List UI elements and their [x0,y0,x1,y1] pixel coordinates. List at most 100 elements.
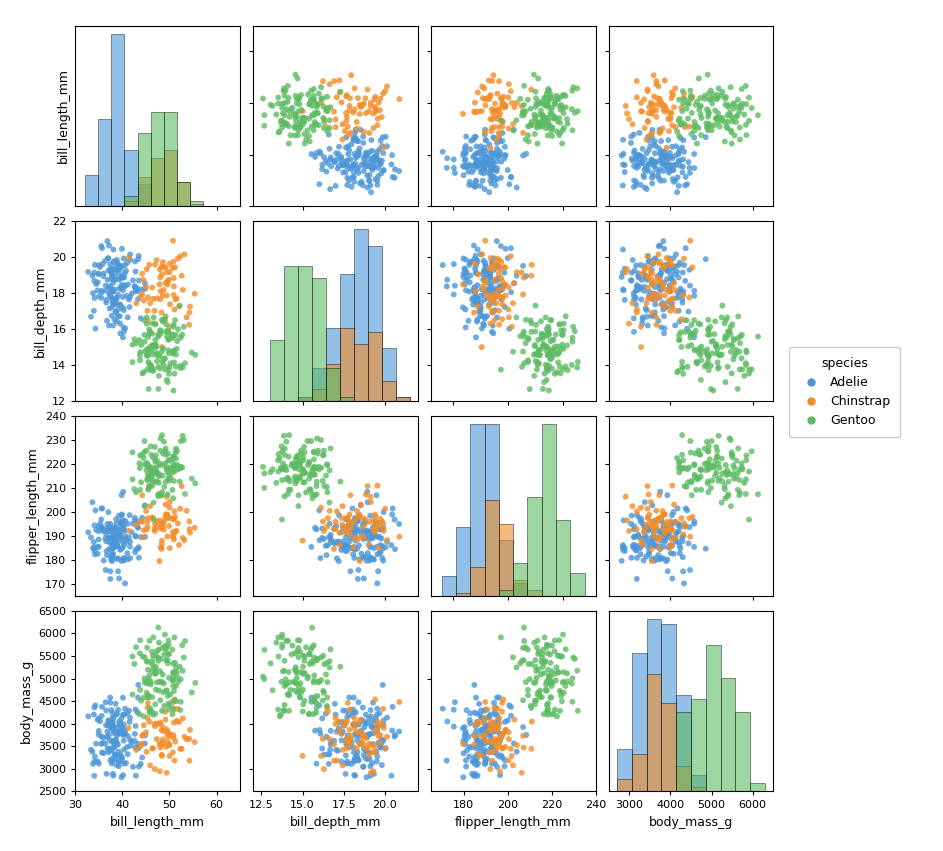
Point [668,149,683,163]
Point [323,182,338,196]
Point [316,748,331,762]
Point [96,266,111,280]
Point [735,83,750,96]
Point [636,266,651,280]
Point [144,665,159,678]
Point [372,737,388,751]
Point [534,330,549,344]
Point [465,293,480,306]
Point [138,530,153,544]
Point [112,528,127,541]
Point [701,460,716,474]
Point [653,530,668,544]
Point [376,714,391,728]
Point [114,751,129,764]
Point [148,463,163,477]
Point [540,361,555,374]
Point [645,499,660,512]
Point [463,142,478,156]
Point [332,526,347,540]
Point [109,528,124,542]
Point [634,293,649,306]
Point [121,729,136,743]
Point [626,128,641,141]
Point [659,528,674,542]
Point [544,345,559,358]
Point [339,89,354,103]
Point [699,464,714,477]
Point [292,120,307,134]
Point [677,520,692,534]
Point [366,106,381,120]
Point [477,157,492,171]
Point [468,180,483,194]
Point [664,533,679,546]
Point [144,479,159,493]
Point [519,728,534,742]
Point [554,103,569,117]
Point [343,733,358,746]
Point [650,512,665,526]
Point [483,267,498,281]
Point [481,73,496,87]
Point [300,434,315,448]
Point [712,471,727,485]
Point [169,660,184,674]
Point [271,454,286,467]
Point [616,147,631,161]
Point [135,729,150,743]
Point [145,461,160,475]
Point [166,320,181,334]
Point [88,547,103,561]
Point [528,694,543,707]
Point [344,757,359,771]
Point [347,175,362,189]
Point [374,110,389,123]
Point [656,242,671,255]
Point [685,260,700,274]
Point [166,329,181,343]
Point [372,539,388,552]
Point [83,310,98,323]
Point [641,271,656,284]
Point [645,515,660,528]
Point [684,474,699,488]
Point [104,271,119,285]
Point [468,106,483,119]
Point [167,463,182,477]
Point [104,744,119,757]
Point [284,459,299,472]
Point [108,748,123,762]
Point [294,447,309,460]
Point [165,745,180,759]
Point [662,284,677,298]
Point [175,664,190,677]
Point [527,636,542,649]
Point [467,281,482,294]
Point [735,460,750,474]
Point [476,711,491,725]
Point [474,157,489,170]
Point [140,520,155,534]
Point [372,530,388,544]
Point [346,529,361,543]
Point [478,234,493,248]
Point [527,369,542,383]
Point [153,717,168,731]
Point [291,684,306,698]
Point [358,530,373,544]
Point [646,539,661,552]
Bar [632,754,647,791]
Point [540,111,555,124]
Point [521,134,537,148]
Point [733,329,748,343]
Point [504,249,519,263]
Point [369,720,384,734]
Point [471,748,486,762]
Point [365,721,380,734]
Point [710,91,725,105]
Point [479,310,494,323]
Point [647,514,662,528]
Point [356,519,372,533]
Point [363,526,378,540]
